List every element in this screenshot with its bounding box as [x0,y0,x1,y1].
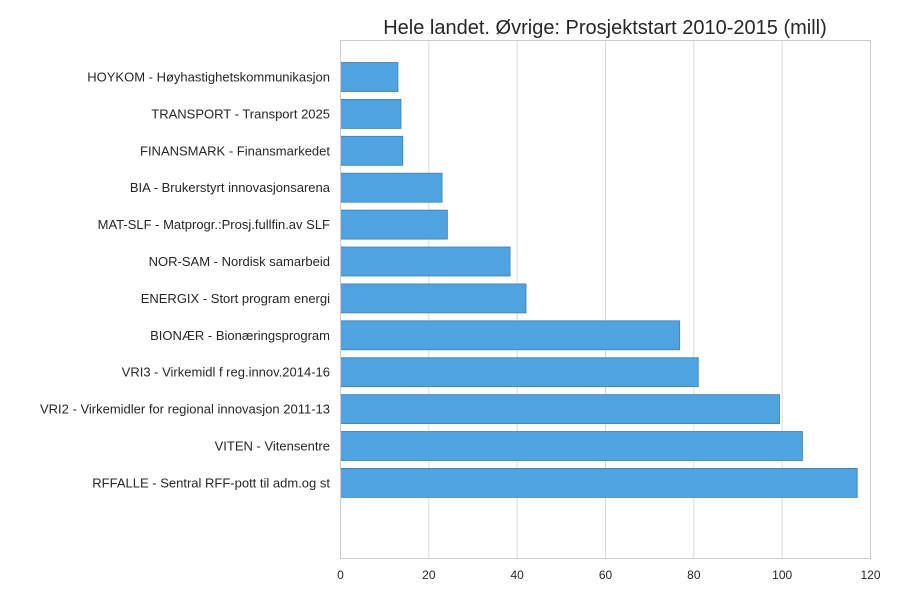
bar [340,467,858,498]
category-label: VITEN - Vitensentre [215,439,330,454]
bar [340,357,699,388]
bar [340,246,511,277]
chart-title: Hele landet. Øvrige: Prosjektstart 2010-… [383,17,827,39]
x-tick-label: 20 [422,568,436,582]
x-tick-label: 60 [599,568,613,582]
x-tick-label: 0 [337,568,344,582]
bar [340,135,404,166]
category-label: TRANSPORT - Transport 2025 [151,106,330,121]
category-label: BIA - Brukerstyrt innovasjonsarena [130,180,331,195]
category-label: HOYKOM - Høyhastighetskommunikasjon [87,70,330,85]
category-label: FINANSMARK - Finansmarkedet [140,143,330,158]
x-tick-label: 40 [510,568,524,582]
bar [340,431,803,461]
category-label: RFFALLE - Sentral RFF-pott til adm.og st [92,475,330,490]
bar [340,320,681,351]
category-label: VRI2 - Virkemidler for regional innovasj… [40,402,330,417]
bar [340,283,527,314]
x-tick-label: 80 [687,568,701,582]
category-label: MAT-SLF - Matprogr.:Prosj.fullfin.av SLF [98,217,330,232]
bar [340,172,443,203]
category-label: BIONÆR - Bionæringsprogram [150,328,330,343]
bars [340,62,858,498]
x-tick-label: 100 [772,568,792,582]
bar [340,62,399,92]
plot-frame [340,40,871,559]
category-label: NOR-SAM - Nordisk samarbeid [149,254,330,269]
category-label: ENERGIX - Stort program energi [141,291,330,306]
bar [340,394,780,425]
x-tick-label: 120 [860,568,880,582]
category-label: VRI3 - Virkemidl f reg.innov.2014-16 [122,365,330,380]
x-axis-ticks: 0 20 40 60 80 100 120 [337,568,881,582]
bar [340,209,448,240]
bar [340,99,402,129]
y-axis-labels: HOYKOM - Høyhastighetskommunikasjon TRANS… [40,70,331,491]
